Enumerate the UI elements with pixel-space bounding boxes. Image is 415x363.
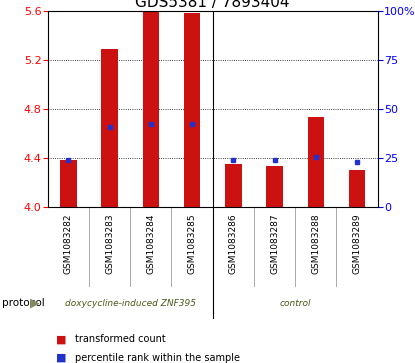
Bar (184, 13, 200, 207)
Bar (60, 160, 77, 207)
Text: protocol: protocol (2, 298, 45, 308)
Text: percentile rank within the sample: percentile rank within the sample (75, 352, 240, 363)
Title: GDS5381 / 7893404: GDS5381 / 7893404 (135, 0, 290, 10)
Bar (143, 12, 159, 207)
Text: GSM1083285: GSM1083285 (188, 213, 197, 274)
Text: doxycycline-induced ZNF395: doxycycline-induced ZNF395 (65, 299, 196, 307)
Bar (308, 118, 324, 207)
Text: transformed count: transformed count (75, 334, 166, 344)
Text: control: control (279, 299, 311, 307)
Text: GSM1083289: GSM1083289 (352, 213, 361, 274)
Bar (266, 167, 283, 207)
Text: ■: ■ (56, 352, 66, 363)
Text: ■: ■ (56, 334, 66, 344)
Text: GSM1083282: GSM1083282 (64, 213, 73, 274)
Bar (349, 170, 365, 207)
Text: GSM1083288: GSM1083288 (311, 213, 320, 274)
Bar (225, 164, 242, 207)
Text: GSM1083284: GSM1083284 (146, 213, 155, 274)
Text: ▶: ▶ (30, 297, 40, 310)
Bar (101, 49, 118, 207)
Text: GSM1083286: GSM1083286 (229, 213, 238, 274)
Text: GSM1083283: GSM1083283 (105, 213, 114, 274)
Text: GSM1083287: GSM1083287 (270, 213, 279, 274)
